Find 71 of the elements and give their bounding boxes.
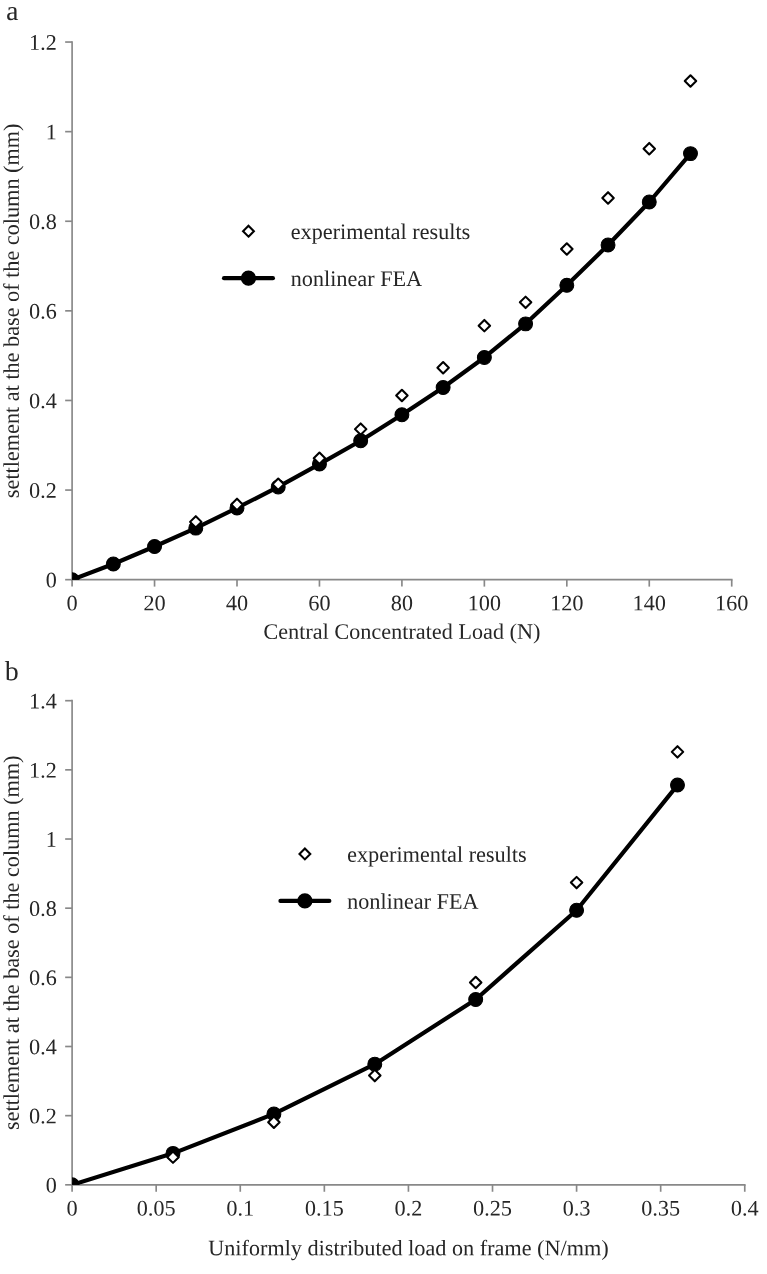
point [147,539,163,554]
x-tick-label: 0.15 [305,1200,343,1216]
x-tick-label: 0.4 [731,1200,759,1216]
point [560,242,574,256]
point [353,422,368,436]
point [436,360,450,375]
x-tick-label: 20 [144,595,165,611]
y-tick-label: 0.8 [29,214,56,230]
point [518,295,533,310]
y-axis-title: settlement at the base of the column (mm) [3,124,24,498]
x-tick-label: 0.35 [642,1200,680,1216]
point [394,407,410,423]
y-tick-label: 0.6 [29,303,57,319]
x-tick-label: 60 [309,595,330,611]
y-tick-label: 1 [47,124,56,140]
y-tick-label: 1.2 [31,35,56,51]
legend-label: experimental results [291,223,470,244]
x-tick-label: 0.2 [395,1200,422,1216]
legend-label: nonlinear FEA [291,270,422,287]
point [670,745,685,759]
point [670,777,685,793]
y-tick-label: 0 [46,572,56,588]
point [518,316,534,332]
x-tick-label: 0.05 [137,1200,175,1216]
y-axis-title: settlement at the base of the column (mm) [3,756,24,1130]
point [600,237,616,253]
point [569,902,585,918]
x-axis-title: Uniformly distributed load on frame (N/mm) [208,1239,608,1261]
point [468,975,483,990]
point [477,318,492,333]
y-tick-label: 1 [47,832,56,847]
point [642,141,657,156]
chart-title: a [7,6,19,21]
x-tick-label: 160 [717,595,748,611]
y-tick-label: 0.8 [29,901,56,917]
y-tick-label: 1.4 [31,693,57,709]
x-tick-label: 0.25 [473,1200,512,1216]
x-tick-label: 0.3 [563,1200,590,1216]
y-tick-label: 0.2 [29,1108,56,1124]
point [559,277,575,293]
x-axis-title: Central Concentrated Load (N) [264,623,540,644]
x-tick-label: 120 [552,595,583,611]
point [641,194,657,210]
point [367,1056,383,1072]
y-tick-label: 0.2 [29,483,56,499]
point [435,380,451,395]
x-tick-label: 0 [67,1200,77,1216]
legend-label: experimental results [347,846,526,867]
x-tick-label: 100 [469,595,501,611]
x-tick-label: 140 [634,595,666,611]
x-tick-label: 40 [226,595,248,611]
y-tick-label: 0.4 [29,1039,57,1055]
point [683,146,698,162]
point [569,875,584,890]
y-tick-label: 0.4 [29,393,57,409]
y-tick-label: 0.6 [29,970,57,986]
y-tick-label: 1.2 [31,762,56,778]
point [395,388,409,403]
point [105,556,121,572]
x-tick-label: 0.1 [227,1200,253,1216]
y-tick-label: 0 [46,1177,56,1193]
point [468,992,484,1007]
x-tick-label: 80 [391,595,413,611]
point [353,433,369,449]
x-tick-label: 0 [67,595,77,611]
point [683,74,698,88]
point [601,191,615,205]
point [368,1068,382,1083]
chart-title: b [4,660,18,681]
point [476,349,492,365]
legend-label: nonlinear FEA [347,893,479,909]
